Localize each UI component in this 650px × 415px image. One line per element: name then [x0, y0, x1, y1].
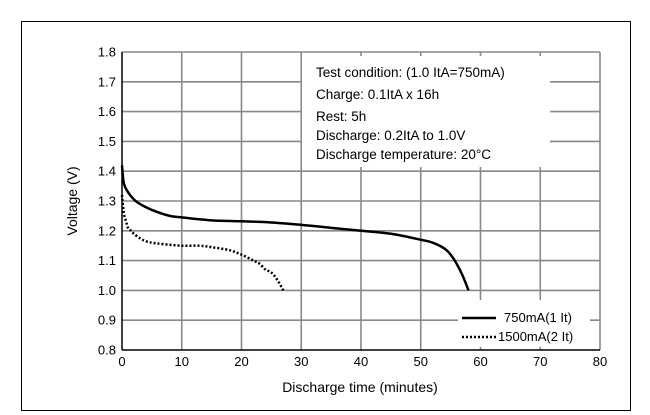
- annotation-line: Discharge: 0.2ItA to 1.0V: [316, 128, 465, 143]
- y-tick-label: 1.3: [98, 194, 116, 209]
- y-tick-label: 1.5: [98, 134, 116, 149]
- annotation-line: Charge: 0.1ItA x 16h: [316, 87, 439, 102]
- legend: 750mA(1 It) 1500mA(2 It): [458, 300, 590, 347]
- y-tick-label: 1.1: [98, 253, 116, 268]
- legend-label: 750mA(1 It): [504, 310, 572, 325]
- annotation-line: Rest: 5h: [316, 109, 366, 124]
- x-tick-label: 10: [175, 354, 189, 369]
- legend-background: [458, 300, 590, 347]
- series-line-750ma: [120, 165, 470, 291]
- x-tick-label: 60: [473, 354, 487, 369]
- y-axis-title: Voltage (V): [64, 166, 80, 235]
- annotation-line: Test condition: (1.0 ItA=750mA): [316, 65, 505, 80]
- test-condition-box: Test condition: (1.0 ItA=750mA) Charge: …: [302, 56, 550, 167]
- annotation-background: [302, 56, 550, 167]
- y-tick-label: 1.6: [98, 104, 116, 119]
- x-tick-label: 20: [234, 354, 248, 369]
- series-group: [120, 165, 470, 292]
- x-tick-label: 50: [414, 354, 428, 369]
- y-tick-label: 1.0: [98, 283, 116, 298]
- x-tick-label: 0: [118, 354, 125, 369]
- x-tick-label: 40: [354, 354, 368, 369]
- x-axis-title: Discharge time (minutes): [282, 379, 438, 395]
- y-tick-label: 1.4: [98, 164, 116, 179]
- annotation-line: Discharge temperature: 20°C: [316, 147, 491, 162]
- y-tick-label: 0.9: [98, 313, 116, 328]
- x-tick-label: 80: [593, 354, 607, 369]
- legend-label: 1500mA(2 It): [498, 329, 573, 344]
- y-tick-label: 1.8: [98, 45, 116, 60]
- x-tick-label: 30: [294, 354, 308, 369]
- axes: 0 10 20 30 40 50 60 70 80 0.8 0.9 1.0 1.1 1.2 1.3 1.4 1.…: [98, 45, 607, 370]
- y-tick-label: 1.2: [98, 223, 116, 238]
- y-tick-label: 0.8: [98, 343, 116, 358]
- x-tick-label: 70: [533, 354, 547, 369]
- series-line-1500ma: [120, 194, 285, 292]
- y-tick-label: 1.7: [98, 74, 116, 89]
